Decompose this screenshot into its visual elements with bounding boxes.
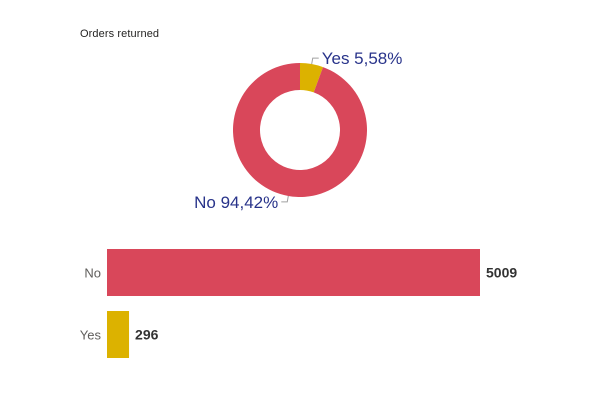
donut-leader-no — [281, 195, 289, 203]
bar-chart[interactable]: No 5009 Yes 296 — [80, 249, 518, 358]
donut-slice-yes[interactable] — [300, 63, 324, 93]
bar-value-label-no: 5009 — [486, 265, 517, 281]
bar-value-label-yes: 296 — [135, 327, 159, 343]
chart-title: Orders returned — [80, 28, 160, 40]
bar-yes[interactable] — [107, 311, 130, 358]
bar-category-label-no: No — [84, 266, 101, 281]
donut-chart[interactable]: Yes 5,58% No 94,42% — [194, 49, 402, 212]
donut-label-yes: Yes 5,58% — [322, 49, 403, 68]
bar-category-label-yes: Yes — [80, 328, 102, 343]
donut-slice-no[interactable] — [232, 63, 367, 197]
donut-label-no: No 94,42% — [194, 193, 278, 212]
bar-no[interactable] — [107, 249, 480, 296]
donut-leader-yes — [311, 57, 319, 65]
